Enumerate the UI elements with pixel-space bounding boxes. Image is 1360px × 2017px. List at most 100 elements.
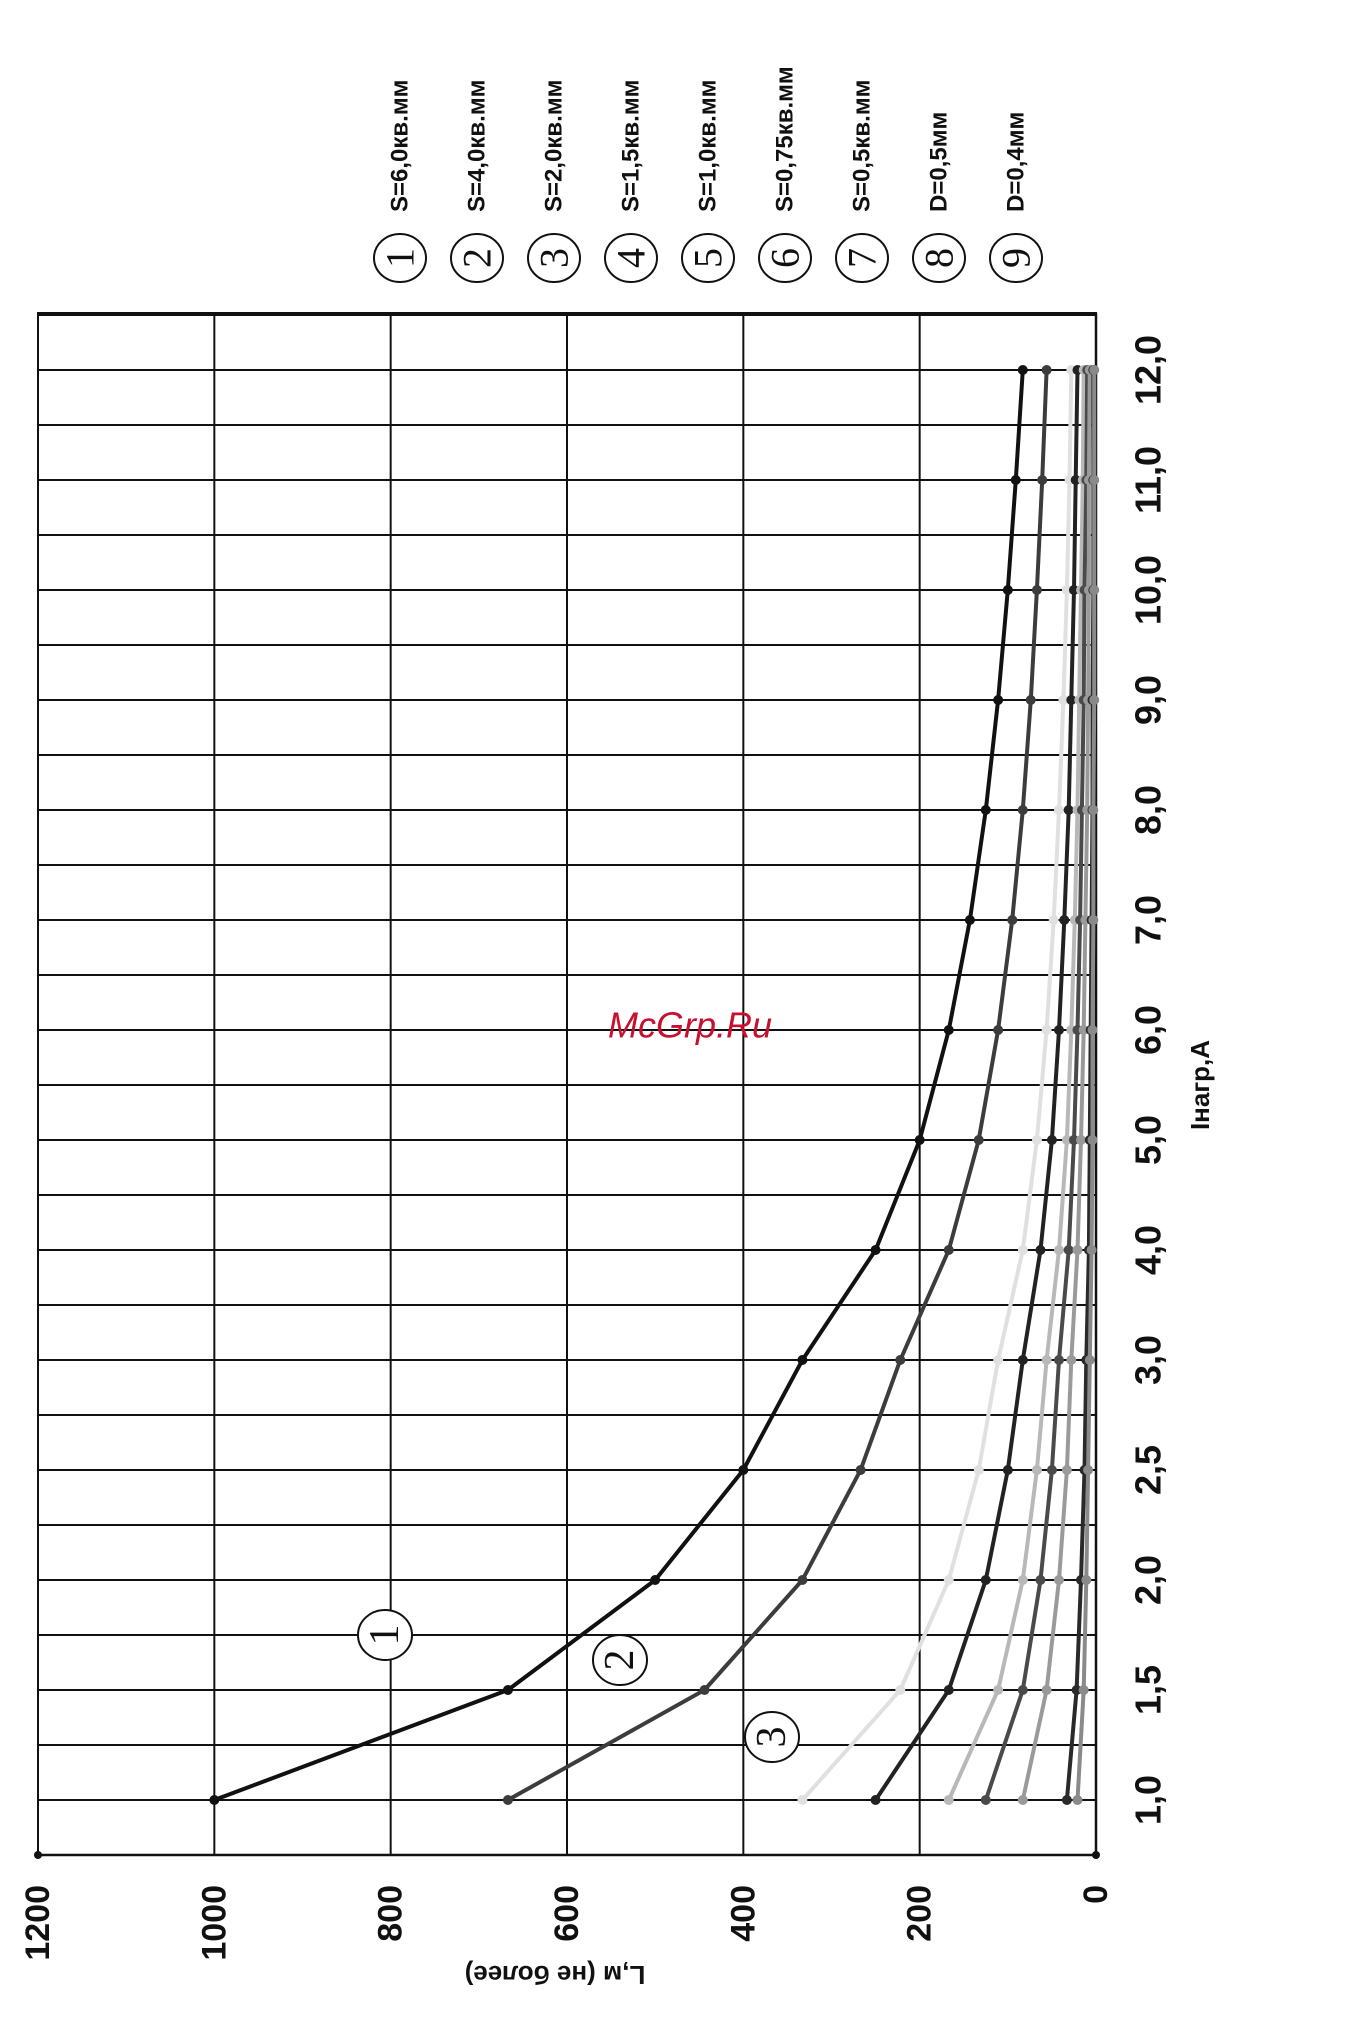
- legend-item-9: 9 D=0,4мм: [989, 112, 1043, 283]
- data-point: [1041, 365, 1052, 375]
- axis-titles: Iнагр,А L,м (не более) McGrp.Ru: [465, 1005, 1215, 1991]
- callout-number: 3: [749, 1727, 795, 1748]
- legend: 1 S=6,0кв.мм 2 S=4,0кв.мм 3 S=2,0кв.мм 4 S=1,5к…: [373, 66, 1043, 283]
- data-point: [1037, 475, 1048, 485]
- data-point: [1017, 1685, 1028, 1695]
- data-point: [1066, 1355, 1077, 1365]
- data-point: [1017, 1795, 1028, 1805]
- data-point: [1053, 1575, 1064, 1585]
- legend-label: D=0,5мм: [926, 112, 953, 212]
- legend-label: D=0,4мм: [1003, 112, 1030, 212]
- legend-item-8: 8 D=0,5мм: [912, 112, 966, 283]
- data-point: [1088, 805, 1099, 815]
- data-point: [1010, 475, 1021, 485]
- data-point: [1083, 1465, 1094, 1475]
- series-9: [1072, 365, 1100, 1805]
- data-point: [973, 1465, 984, 1475]
- y-tick-label: 1200: [19, 1885, 57, 1961]
- data-point: [870, 1795, 881, 1805]
- callout-circle: [592, 1634, 648, 1686]
- data-point: [1061, 1135, 1072, 1145]
- curve-callout-2: 2: [592, 1634, 648, 1686]
- series-line-2: [506, 369, 1049, 1802]
- data-point: [1053, 805, 1064, 815]
- data-point: [209, 1795, 220, 1805]
- data-point: [943, 1685, 954, 1695]
- series-line-7: [1020, 369, 1092, 1801]
- legend-number: 2: [455, 248, 500, 268]
- data-point: [980, 805, 991, 815]
- legend-marker-circle: [450, 233, 504, 283]
- tick-labels: 0 200 400 600 800 1000 1200 1,0 1,5 2,0 2,5 3,0 4,0 5…: [19, 335, 1169, 1961]
- data-point: [797, 1795, 808, 1805]
- x-tick-label: 5,0: [1128, 1115, 1169, 1165]
- legend-item-3: 3 S=2,0кв.мм: [527, 80, 581, 283]
- legend-number: 3: [532, 248, 577, 268]
- y-tick-label: 600: [548, 1885, 586, 1942]
- data-point: [1076, 1135, 1087, 1145]
- legend-marker-circle: [912, 233, 966, 283]
- data-point: [943, 1245, 954, 1255]
- x-tick-label: 3,0: [1128, 1335, 1169, 1385]
- data-point: [870, 1245, 881, 1255]
- legend-item-5: 5 S=1,0кв.мм: [681, 80, 735, 283]
- data-point: [1089, 585, 1100, 595]
- callout-number: 2: [597, 1650, 643, 1671]
- data-point: [1031, 1465, 1042, 1475]
- data-point: [797, 1575, 808, 1585]
- series-line-5: [946, 369, 1086, 1801]
- data-point: [1088, 915, 1099, 925]
- callout-circle: [357, 1609, 413, 1661]
- data-point: [1017, 1355, 1028, 1365]
- data-point: [1061, 585, 1072, 595]
- data-point: [1081, 1575, 1092, 1585]
- axis-end-marker: [34, 1851, 42, 1859]
- data-point: [1089, 475, 1100, 485]
- series-layer: [209, 365, 1100, 1805]
- data-point: [1059, 915, 1070, 925]
- legend-number: 8: [917, 248, 962, 268]
- data-point: [1053, 1245, 1064, 1255]
- x-tick-label: 8,0: [1128, 785, 1169, 835]
- x-tick-label: 11,0: [1128, 446, 1169, 514]
- legend-number: 6: [763, 248, 808, 268]
- legend-label: S=0,5кв.мм: [849, 80, 876, 212]
- data-point: [1035, 1245, 1046, 1255]
- data-point: [1086, 1245, 1097, 1255]
- legend-marker-circle: [758, 233, 812, 283]
- data-point: [1061, 1795, 1072, 1805]
- y-tick-label: 400: [724, 1885, 762, 1942]
- data-point: [1068, 1135, 1079, 1145]
- data-point: [1087, 1135, 1098, 1145]
- legend-label: S=0,75кв.мм: [772, 66, 799, 212]
- data-point: [1041, 1025, 1052, 1035]
- data-point: [1084, 1355, 1095, 1365]
- data-point: [1078, 1025, 1089, 1035]
- data-point: [993, 1355, 1004, 1365]
- data-point: [1048, 915, 1059, 925]
- legend-marker-circle: [989, 233, 1043, 283]
- watermark: McGrp.Ru: [608, 1005, 772, 1046]
- data-point: [1063, 805, 1074, 815]
- data-point: [1017, 805, 1028, 815]
- data-point: [738, 1465, 749, 1475]
- series-4: [870, 365, 1083, 1805]
- data-point: [1041, 1685, 1052, 1695]
- x-tick-label: 1,5: [1128, 1665, 1169, 1715]
- data-point: [1035, 1575, 1046, 1585]
- series-2: [502, 365, 1052, 1805]
- data-point: [650, 1575, 661, 1585]
- series-1: [209, 365, 1028, 1805]
- legend-item-4: 4 S=1,5кв.мм: [604, 80, 658, 283]
- data-point: [1058, 695, 1069, 705]
- data-point: [1070, 475, 1081, 485]
- legend-item-6: 6 S=0,75кв.мм: [758, 66, 812, 283]
- data-point: [1087, 1025, 1098, 1035]
- data-point: [943, 1575, 954, 1585]
- grid: [37, 312, 1097, 1856]
- data-point: [699, 1685, 710, 1695]
- legend-number: 7: [840, 248, 885, 268]
- data-point: [1031, 1135, 1042, 1145]
- data-point: [1046, 1465, 1057, 1475]
- data-point: [993, 695, 1004, 705]
